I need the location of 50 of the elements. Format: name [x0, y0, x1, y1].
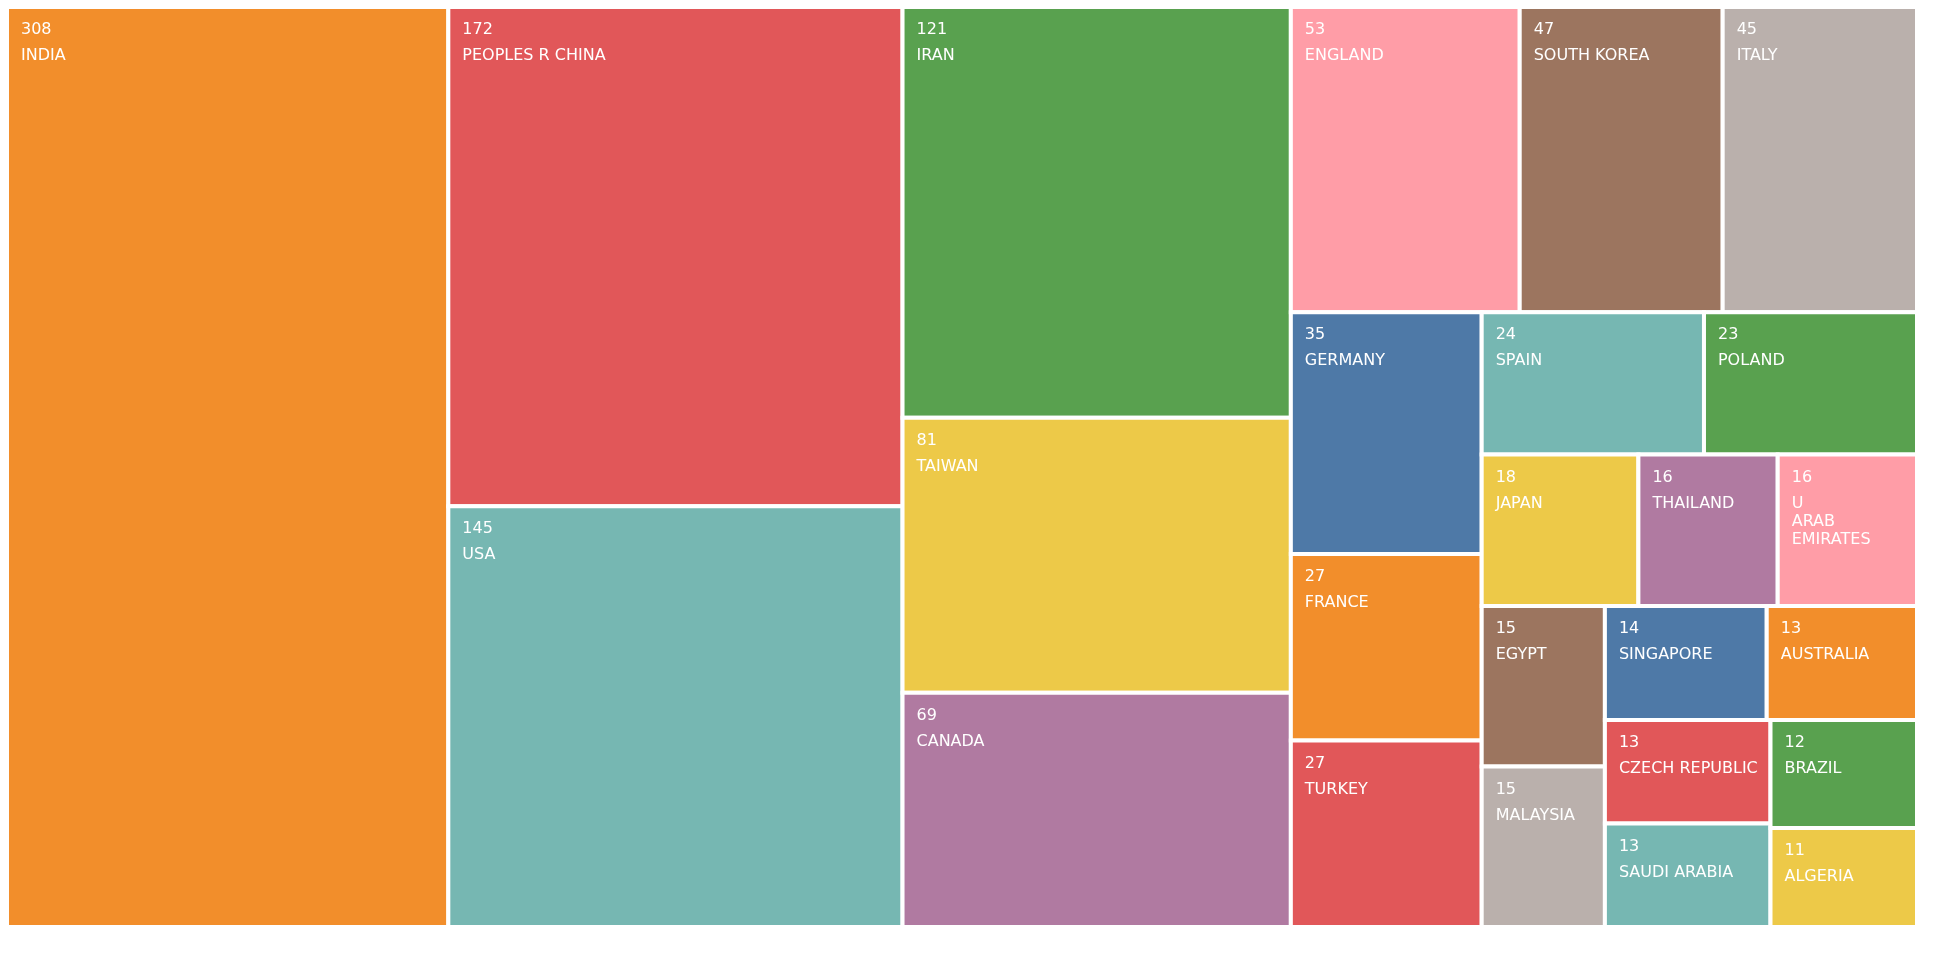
- data-label: 35: [1304, 324, 1326, 344]
- data-label: 121: [916, 19, 948, 38]
- category-label: POLAND: [1717, 350, 1785, 370]
- data-label: 53: [1304, 19, 1326, 38]
- data-label: 11: [1784, 840, 1805, 860]
- category-label: FRANCE: [1304, 592, 1369, 612]
- data-label: 12: [1784, 732, 1805, 752]
- category-label: PEOPLES R CHINA: [462, 45, 606, 64]
- category-label: BRAZIL: [1784, 758, 1842, 778]
- category-label: U ARAB EMIRATES: [1791, 492, 1871, 548]
- category-label: ALGERIA: [1784, 866, 1854, 886]
- data-label: 13: [1780, 618, 1802, 637]
- data-label: 27: [1304, 566, 1326, 586]
- category-label: TURKEY: [1303, 778, 1369, 798]
- category-label: SOUTH KOREA: [1533, 45, 1650, 64]
- category-label: SAUDI ARABIA: [1618, 861, 1734, 881]
- category-label: CZECH REPUBLIC: [1618, 758, 1758, 778]
- category-label: AUSTRALIA: [1780, 644, 1870, 663]
- category-label: EGYPT: [1495, 644, 1547, 663]
- data-label: 81: [916, 429, 937, 449]
- category-label: ENGLAND: [1304, 45, 1384, 64]
- category-label: THAILAND: [1651, 492, 1735, 512]
- data-label: 15: [1495, 618, 1517, 637]
- category-label: TAIWAN: [915, 455, 979, 475]
- category-label: IRAN: [916, 45, 955, 64]
- data-label: 27: [1304, 752, 1326, 772]
- data-label: 14: [1618, 618, 1640, 637]
- data-label: 308: [21, 19, 52, 38]
- category-label: ITALY: [1736, 45, 1778, 64]
- category-label: JAPAN: [1494, 492, 1543, 512]
- category-label: INDIA: [21, 45, 66, 64]
- data-label: 69: [916, 704, 937, 724]
- data-label: 47: [1533, 19, 1555, 38]
- data-label: 45: [1736, 19, 1758, 38]
- category-label: MALAYSIA: [1495, 804, 1576, 824]
- data-label: 16: [1652, 466, 1673, 486]
- category-label: USA: [462, 544, 496, 564]
- data-label: 13: [1618, 732, 1640, 752]
- category-label: SPAIN: [1495, 350, 1543, 370]
- category-label: SINGAPORE: [1618, 644, 1713, 663]
- data-label: 145: [462, 518, 493, 538]
- data-label: 15: [1495, 778, 1517, 798]
- category-label: CANADA: [916, 730, 985, 750]
- category-label: GERMANY: [1304, 350, 1386, 370]
- data-label: 18: [1495, 466, 1517, 486]
- data-label: 24: [1495, 324, 1517, 344]
- data-label: 16: [1791, 466, 1813, 486]
- data-label: 172: [462, 19, 493, 38]
- data-label: 23: [1717, 324, 1739, 344]
- data-label: 13: [1618, 835, 1640, 855]
